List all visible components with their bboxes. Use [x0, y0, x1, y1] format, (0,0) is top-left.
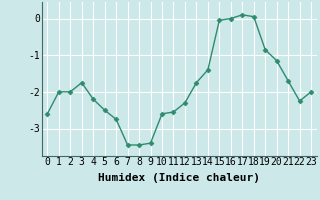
X-axis label: Humidex (Indice chaleur): Humidex (Indice chaleur) [98, 173, 260, 183]
